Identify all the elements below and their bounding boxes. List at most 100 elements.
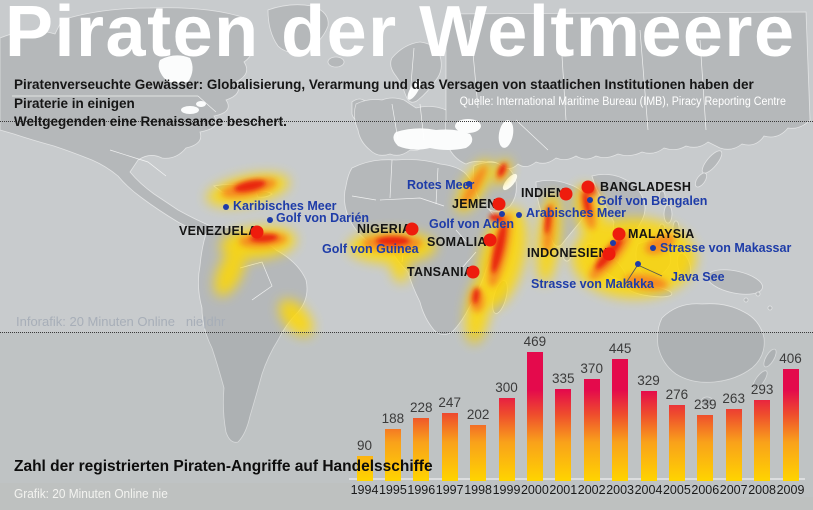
sea-marker-karibisches-meer — [223, 204, 229, 210]
bar-value-2002: 370 — [580, 361, 603, 376]
sea-marker-golf-von-aden — [499, 211, 505, 217]
year-label-1998: 1998 — [464, 482, 492, 497]
bar-value-2004: 329 — [637, 373, 660, 388]
hotspot-marker-malaysia — [612, 227, 626, 241]
map-label-golf-von-guinea: Golf von Guinea — [322, 242, 419, 256]
map-label-somalia: SOMALIA — [427, 235, 487, 249]
sea-marker-golf-von-darien — [267, 217, 273, 223]
header-separator-line — [0, 121, 813, 122]
bar-2008 — [754, 400, 771, 481]
bar-value-1998: 202 — [466, 407, 490, 422]
bar-2004 — [640, 391, 657, 481]
bar-2001 — [555, 389, 572, 481]
year-label-2000: 2000 — [520, 482, 549, 497]
country-borders — [12, 19, 707, 301]
bar-1995 — [384, 429, 401, 481]
hotspot-marker-jemen — [492, 197, 506, 211]
bar-1998 — [470, 425, 487, 481]
map-label-java-see: Java See — [671, 270, 725, 284]
sea-marker-golf-von-bengalen — [587, 197, 593, 203]
bar-2003 — [612, 359, 629, 481]
year-label-2008: 2008 — [748, 482, 776, 497]
bar-value-2003: 445 — [608, 341, 632, 356]
map-label-rotes-meer: Rotes Meer — [407, 178, 475, 192]
hotspot-marker-nigeria — [405, 222, 419, 236]
bar-value-1995: 188 — [381, 411, 405, 426]
bar-value-2006: 239 — [694, 397, 717, 412]
year-label-1996: 1996 — [407, 482, 436, 497]
hotspot-marker-tansania — [466, 265, 480, 279]
bar-2002 — [583, 379, 600, 481]
year-label-2002: 2002 — [577, 482, 606, 497]
year-label-2001: 2001 — [549, 482, 578, 497]
bar-value-2001: 335 — [552, 371, 575, 386]
map-label-jemen: JEMEN — [452, 197, 497, 211]
sea-marker-rotes-meer — [466, 181, 472, 187]
map-label-venezuela: VENEZUELA — [179, 224, 258, 238]
map-label-indien: INDIEN — [521, 186, 566, 200]
map-label-malaysia: MALAYSIA — [628, 227, 695, 241]
bar-1997 — [441, 413, 458, 481]
map-label-strasse-von-malakka: Strasse von Malakka — [531, 277, 654, 291]
hotspot-marker-somalia — [483, 233, 497, 247]
map-label-golf-von-aden: Golf von Aden — [429, 217, 514, 231]
bar-value-2005: 276 — [665, 387, 689, 402]
inland-seas — [158, 55, 518, 191]
map-label-golf-von-darien: Golf von Darién — [276, 211, 370, 225]
year-label-2003: 2003 — [606, 482, 634, 497]
sea-marker-strasse-von-makassar — [650, 245, 656, 251]
page-title: Piraten der Weltmeere — [5, 0, 796, 72]
bar-2000 — [526, 352, 543, 481]
bar-value-1997: 247 — [438, 395, 461, 410]
year-label-2009: 2009 — [776, 482, 805, 497]
chart-title: Zahl der registrierten Piraten-Angriffe … — [14, 458, 433, 475]
year-label-1999: 1999 — [492, 482, 521, 497]
bar-2007 — [725, 409, 742, 481]
bar-value-2008: 293 — [750, 382, 774, 397]
year-label-1995: 1995 — [378, 482, 407, 497]
map-label-strasse-von-makassar: Strasse von Makassar — [660, 241, 792, 255]
year-label-1997: 1997 — [435, 482, 464, 497]
map-label-bangladesh: BANGLADESH — [600, 180, 692, 194]
map-label-arabisches-meer: Arabisches Meer — [526, 206, 627, 220]
sea-marker-arabisches-meer — [516, 212, 522, 218]
source-credit: Quelle: International Maritime Bureau (I… — [459, 96, 786, 108]
year-label-2007: 2007 — [719, 482, 748, 497]
sea-marker-strasse-von-malakka — [610, 240, 616, 246]
map-label-nigeria: NIGERIA — [357, 222, 412, 236]
bar-2006 — [697, 415, 714, 481]
bar-1999 — [498, 398, 515, 481]
year-label-2004: 2004 — [634, 482, 663, 497]
footer-credit: Grafik: 20 Minuten Online nie — [14, 487, 168, 501]
year-label-2005: 2005 — [662, 482, 691, 497]
bar-value-2007: 263 — [722, 391, 745, 406]
bar-value-1999: 300 — [495, 380, 518, 395]
footer-band-strip — [352, 497, 813, 510]
bar-value-1996: 228 — [410, 400, 433, 415]
map-credit: Inforafik: 20 Minuten Online nie|dhr — [16, 314, 226, 329]
bar-value-2009: 406 — [779, 351, 802, 366]
bar-1996 — [413, 418, 430, 481]
footer-band — [0, 483, 352, 510]
bar-value-2000: 469 — [523, 334, 547, 349]
year-label-2006: 2006 — [691, 482, 720, 497]
map-label-indonesien: INDONESIEN — [527, 246, 608, 260]
bar-value-1994: 90 — [356, 438, 373, 453]
year-label-1994: 1994 — [350, 482, 379, 497]
chart-baseline — [349, 478, 805, 480]
bar-2005 — [668, 405, 685, 481]
hotspot-marker-venezuela — [250, 225, 264, 239]
bar-2009 — [782, 369, 799, 481]
map-label-karibisches-meer: Karibisches Meer — [233, 199, 337, 213]
hotspot-marker-bangladesh — [581, 180, 595, 194]
hotspot-marker-indien — [559, 187, 573, 201]
hotspot-marker-indonesien — [602, 247, 616, 261]
piracy-heat-spots — [206, 158, 696, 344]
subtitle-line-1: Piratenverseuchte Gewässer: Globalisieru… — [14, 77, 754, 111]
chart-separator-line — [0, 332, 813, 333]
bar-1994 — [356, 456, 373, 481]
